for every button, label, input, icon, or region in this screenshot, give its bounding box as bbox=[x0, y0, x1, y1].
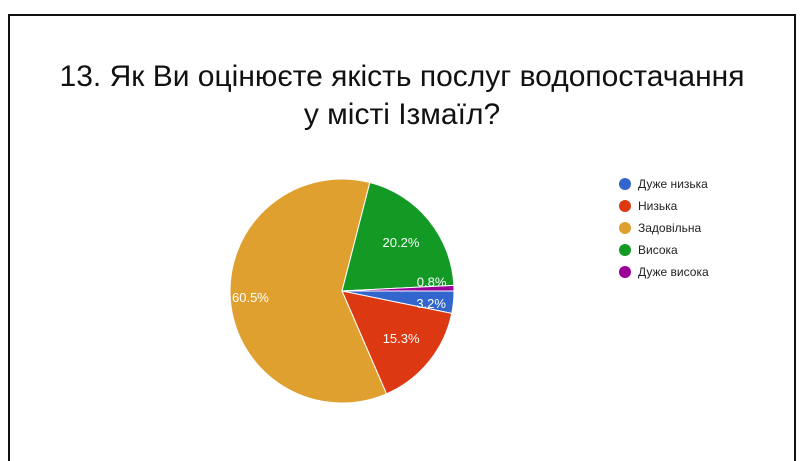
pie-slice-4 bbox=[341, 181, 455, 292]
chart-title: 13. Як Ви оцінюєте якість послуг водопос… bbox=[59, 60, 745, 131]
legend-swatch-1 bbox=[619, 178, 631, 190]
legend-label-5: Дуже висока bbox=[638, 265, 709, 279]
legend-swatch-3 bbox=[619, 222, 631, 234]
pie-slice-3 bbox=[229, 178, 388, 404]
legend-label-3: Задовільна bbox=[638, 221, 702, 235]
slice-label-5: 0.8% bbox=[417, 275, 447, 290]
slice-label-4: 20.2% bbox=[383, 235, 420, 250]
slice-label-2: 15.3% bbox=[383, 331, 420, 346]
legend-label-4: Висока bbox=[638, 243, 678, 257]
slice-label-1: 3.2% bbox=[416, 296, 446, 311]
legend-label-1: Дуже низька bbox=[638, 177, 708, 191]
pie-slice-5 bbox=[341, 284, 455, 292]
pie-slice-2 bbox=[341, 290, 453, 395]
legend-swatch-4 bbox=[619, 244, 631, 256]
legend-swatch-2 bbox=[619, 200, 631, 212]
legend-label-2: Низька bbox=[638, 199, 678, 213]
slice-label-3: 60.5% bbox=[232, 290, 269, 305]
legend-swatch-5 bbox=[619, 266, 631, 278]
